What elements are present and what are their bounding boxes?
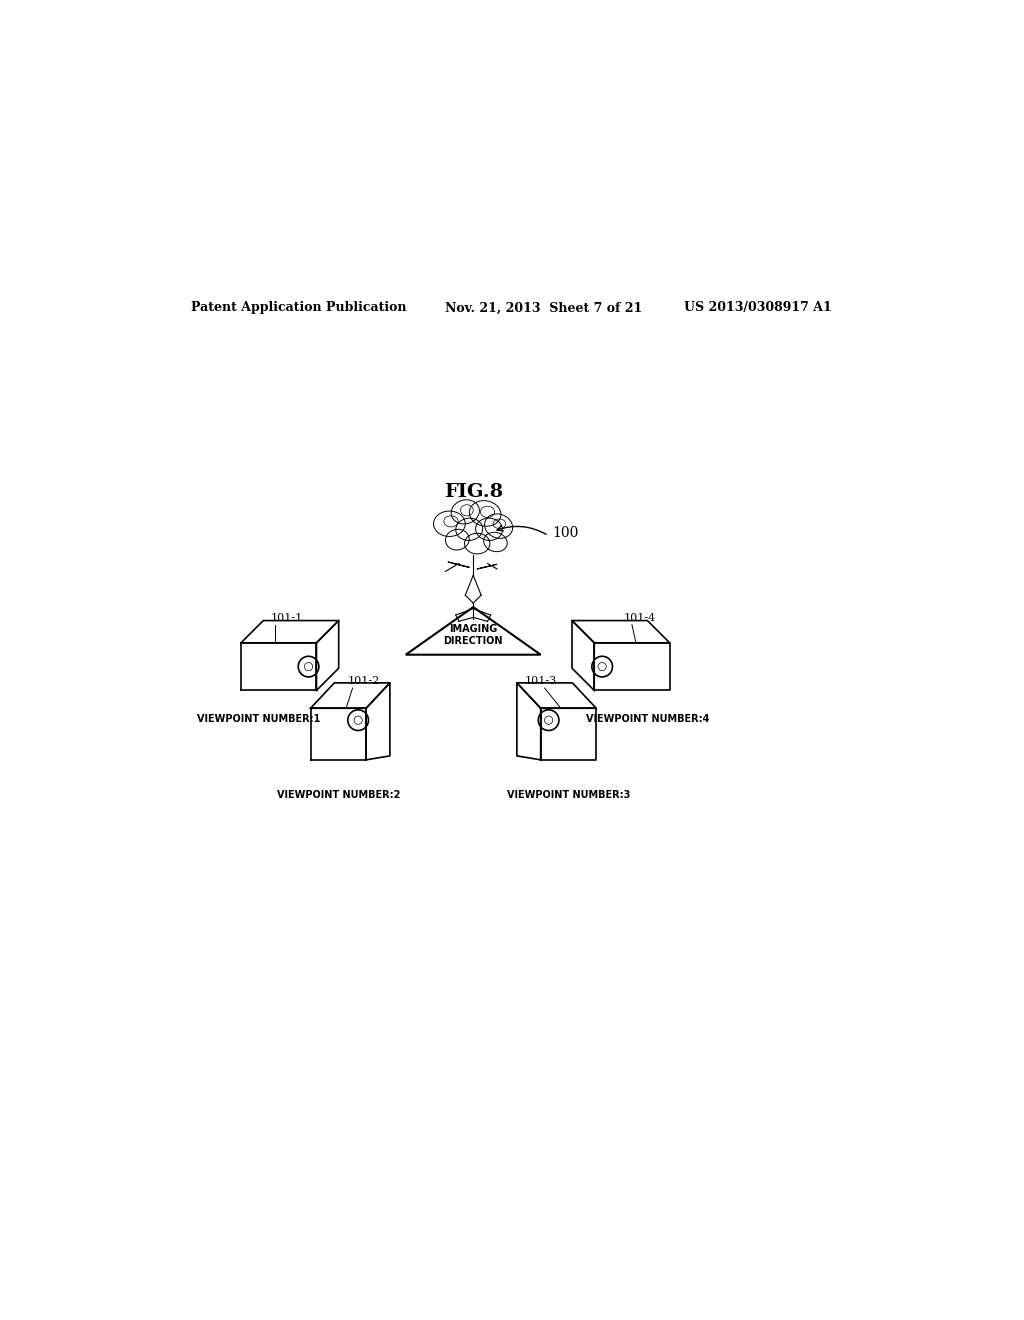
Text: VIEWPOINT NUMBER:3: VIEWPOINT NUMBER:3: [507, 789, 630, 800]
Text: IMAGING
DIRECTION: IMAGING DIRECTION: [443, 624, 503, 645]
Text: 100: 100: [553, 527, 579, 540]
Text: 101-1: 101-1: [270, 612, 303, 623]
Text: Nov. 21, 2013  Sheet 7 of 21: Nov. 21, 2013 Sheet 7 of 21: [445, 301, 643, 314]
Text: VIEWPOINT NUMBER:1: VIEWPOINT NUMBER:1: [198, 714, 321, 725]
Text: FIG.8: FIG.8: [443, 483, 503, 502]
Text: Patent Application Publication: Patent Application Publication: [191, 301, 407, 314]
Text: US 2013/0308917 A1: US 2013/0308917 A1: [684, 301, 831, 314]
Text: VIEWPOINT NUMBER:4: VIEWPOINT NUMBER:4: [586, 714, 710, 725]
Text: 101-4: 101-4: [624, 612, 656, 623]
Text: 101-2: 101-2: [348, 676, 380, 686]
Text: VIEWPOINT NUMBER:2: VIEWPOINT NUMBER:2: [276, 789, 400, 800]
Text: 101-3: 101-3: [524, 676, 557, 686]
